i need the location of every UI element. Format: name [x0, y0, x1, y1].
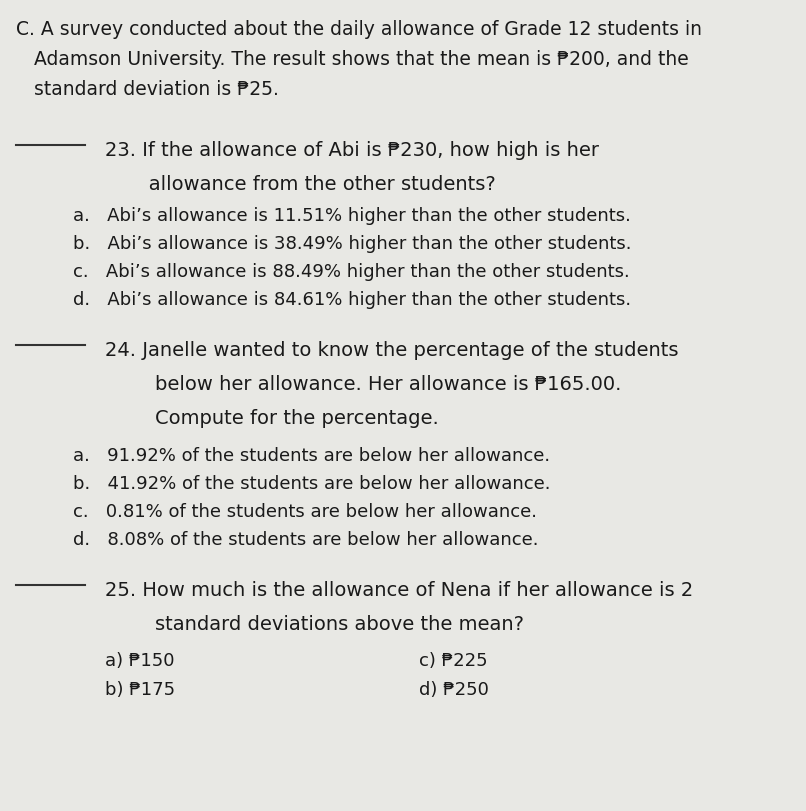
- Text: 24. Janelle wanted to know the percentage of the students: 24. Janelle wanted to know the percentag…: [105, 341, 679, 360]
- Text: c.   0.81% of the students are below her allowance.: c. 0.81% of the students are below her a…: [73, 503, 537, 521]
- Text: below her allowance. Her allowance is ₱165.00.: below her allowance. Her allowance is ₱1…: [105, 375, 621, 394]
- Text: Adamson University. The result shows that the mean is ₱200, and the: Adamson University. The result shows tha…: [16, 50, 689, 69]
- Text: C. A survey conducted about the daily allowance of Grade 12 students in: C. A survey conducted about the daily al…: [16, 20, 702, 39]
- Text: b.   Abi’s allowance is 38.49% higher than the other students.: b. Abi’s allowance is 38.49% higher than…: [73, 235, 631, 253]
- Text: 25. How much is the allowance of Nena if her allowance is 2: 25. How much is the allowance of Nena if…: [105, 581, 693, 599]
- Text: c.   Abi’s allowance is 88.49% higher than the other students.: c. Abi’s allowance is 88.49% higher than…: [73, 263, 629, 281]
- Text: 23. If the allowance of Abi is ₱230, how high is her: 23. If the allowance of Abi is ₱230, how…: [105, 141, 599, 160]
- Text: a) ₱150: a) ₱150: [105, 652, 174, 670]
- Text: Compute for the percentage.: Compute for the percentage.: [105, 410, 438, 428]
- Text: d) ₱250: d) ₱250: [419, 681, 489, 699]
- Text: b) ₱175: b) ₱175: [105, 681, 175, 699]
- Text: a.   Abi’s allowance is 11.51% higher than the other students.: a. Abi’s allowance is 11.51% higher than…: [73, 208, 630, 225]
- Text: a.   91.92% of the students are below her allowance.: a. 91.92% of the students are below her …: [73, 447, 550, 465]
- Text: d.   8.08% of the students are below her allowance.: d. 8.08% of the students are below her a…: [73, 530, 538, 548]
- Text: b.   41.92% of the students are below her allowance.: b. 41.92% of the students are below her …: [73, 474, 550, 492]
- Text: d.   Abi’s allowance is 84.61% higher than the other students.: d. Abi’s allowance is 84.61% higher than…: [73, 291, 630, 309]
- Text: standard deviations above the mean?: standard deviations above the mean?: [105, 615, 524, 633]
- Text: c) ₱225: c) ₱225: [419, 652, 488, 670]
- Text: allowance from the other students?: allowance from the other students?: [105, 175, 496, 194]
- Text: standard deviation is ₱25.: standard deviation is ₱25.: [16, 80, 279, 99]
